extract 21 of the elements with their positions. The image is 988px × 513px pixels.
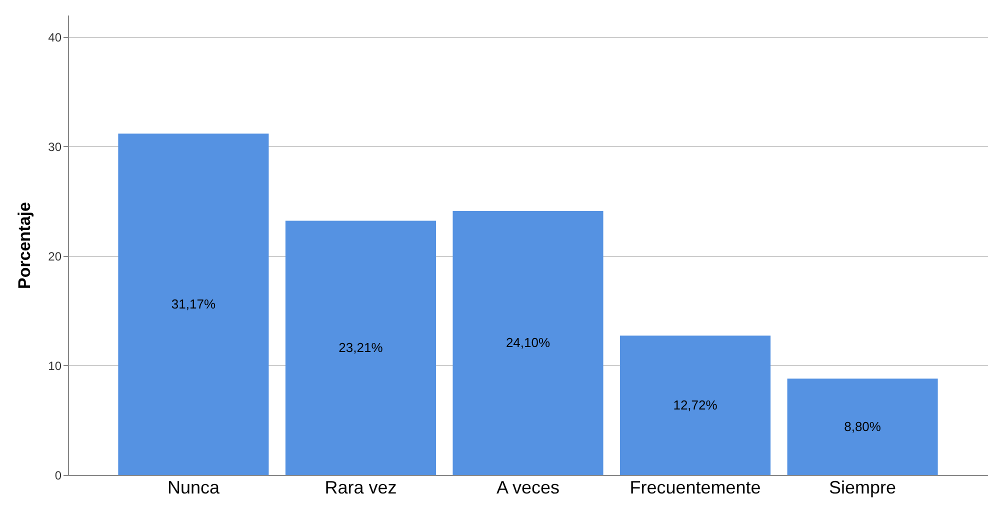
bar	[620, 336, 771, 475]
y-tick-label: 30	[48, 140, 62, 154]
data-label: 24,10%	[506, 335, 550, 350]
bar	[452, 211, 604, 475]
bar	[118, 134, 269, 475]
y-tick-label: 0	[54, 468, 62, 482]
bar	[285, 220, 436, 475]
y-axis-title: Porcentaje	[15, 202, 34, 289]
x-tick-label: Siempre	[829, 478, 896, 498]
data-label: 8,80%	[844, 418, 882, 434]
x-tick-label: Nunca	[167, 478, 220, 498]
x-tick-label: A veces	[496, 478, 560, 498]
data-label: 23,21%	[338, 340, 384, 355]
bar	[787, 378, 938, 475]
y-tick-label: 10	[48, 358, 62, 373]
x-tick-label: Frecuentemente	[630, 478, 761, 498]
y-tick-label: 20	[48, 249, 62, 264]
data-label: 31,17%	[171, 296, 216, 312]
data-label: 12,72%	[673, 397, 718, 412]
y-tick-label: 40	[48, 30, 62, 44]
x-tick-label: Rara vez	[324, 478, 397, 498]
